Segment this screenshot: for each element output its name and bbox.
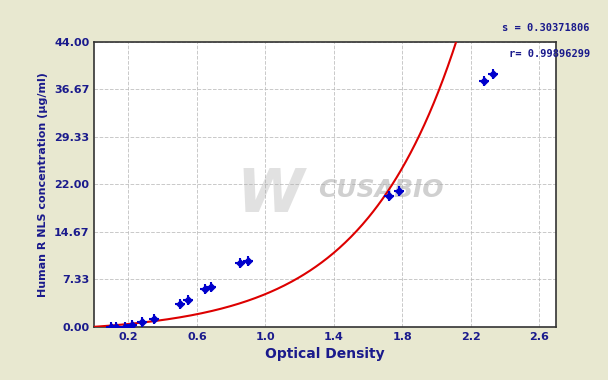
- Point: [201, 286, 210, 292]
- Point: [127, 322, 137, 328]
- X-axis label: Optical Density: Optical Density: [266, 347, 385, 361]
- Text: CUSABIO: CUSABIO: [318, 178, 443, 202]
- Point: [150, 316, 159, 322]
- Point: [106, 324, 116, 330]
- Point: [394, 188, 404, 194]
- Point: [175, 301, 185, 307]
- Text: W: W: [236, 166, 303, 225]
- Text: r= 0.99896299: r= 0.99896299: [508, 49, 590, 59]
- Point: [184, 296, 193, 302]
- Point: [384, 193, 393, 199]
- Point: [235, 260, 244, 266]
- Text: s = 0.30371806: s = 0.30371806: [502, 23, 590, 33]
- Point: [112, 324, 122, 330]
- Point: [488, 71, 498, 77]
- Point: [120, 324, 130, 330]
- Point: [243, 258, 253, 264]
- Y-axis label: Human R NLS concentration (μg/ml): Human R NLS concentration (μg/ml): [38, 72, 48, 297]
- Point: [480, 78, 489, 84]
- Point: [137, 318, 147, 325]
- Point: [206, 283, 215, 290]
